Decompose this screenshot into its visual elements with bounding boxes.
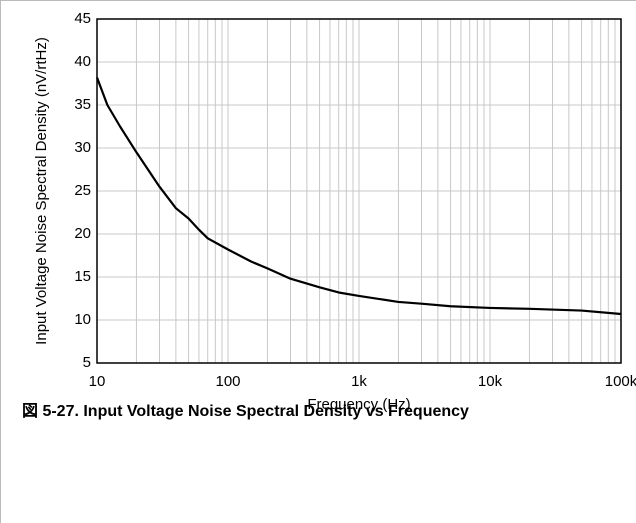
x-tick-label: 100k — [605, 373, 636, 390]
y-tick-label: 10 — [74, 311, 91, 328]
series-line — [95, 77, 622, 316]
x-tick-label: 100 — [215, 373, 240, 390]
y-tick-label: 40 — [74, 53, 91, 70]
y-tick-label: 5 — [83, 354, 91, 371]
y-axis-label: Input Voltage Noise Spectral Density (nV… — [33, 37, 50, 345]
y-tick-label: 30 — [74, 139, 91, 156]
y-tick-label: 45 — [74, 10, 91, 27]
x-tick-label: 10 — [89, 373, 106, 390]
y-tick-label: 35 — [74, 96, 91, 113]
y-tick-label: 15 — [74, 268, 91, 285]
x-axis-label: Frequency (Hz) — [307, 396, 410, 413]
y-tick-label: 25 — [74, 182, 91, 199]
plot-border — [96, 18, 622, 364]
x-tick-label: 10k — [478, 373, 503, 390]
caption: 図 5-27. Input Voltage Noise Spectral Den… — [22, 402, 469, 420]
x-tick-label: 1k — [351, 373, 367, 390]
y-tick-label: 20 — [74, 225, 91, 242]
